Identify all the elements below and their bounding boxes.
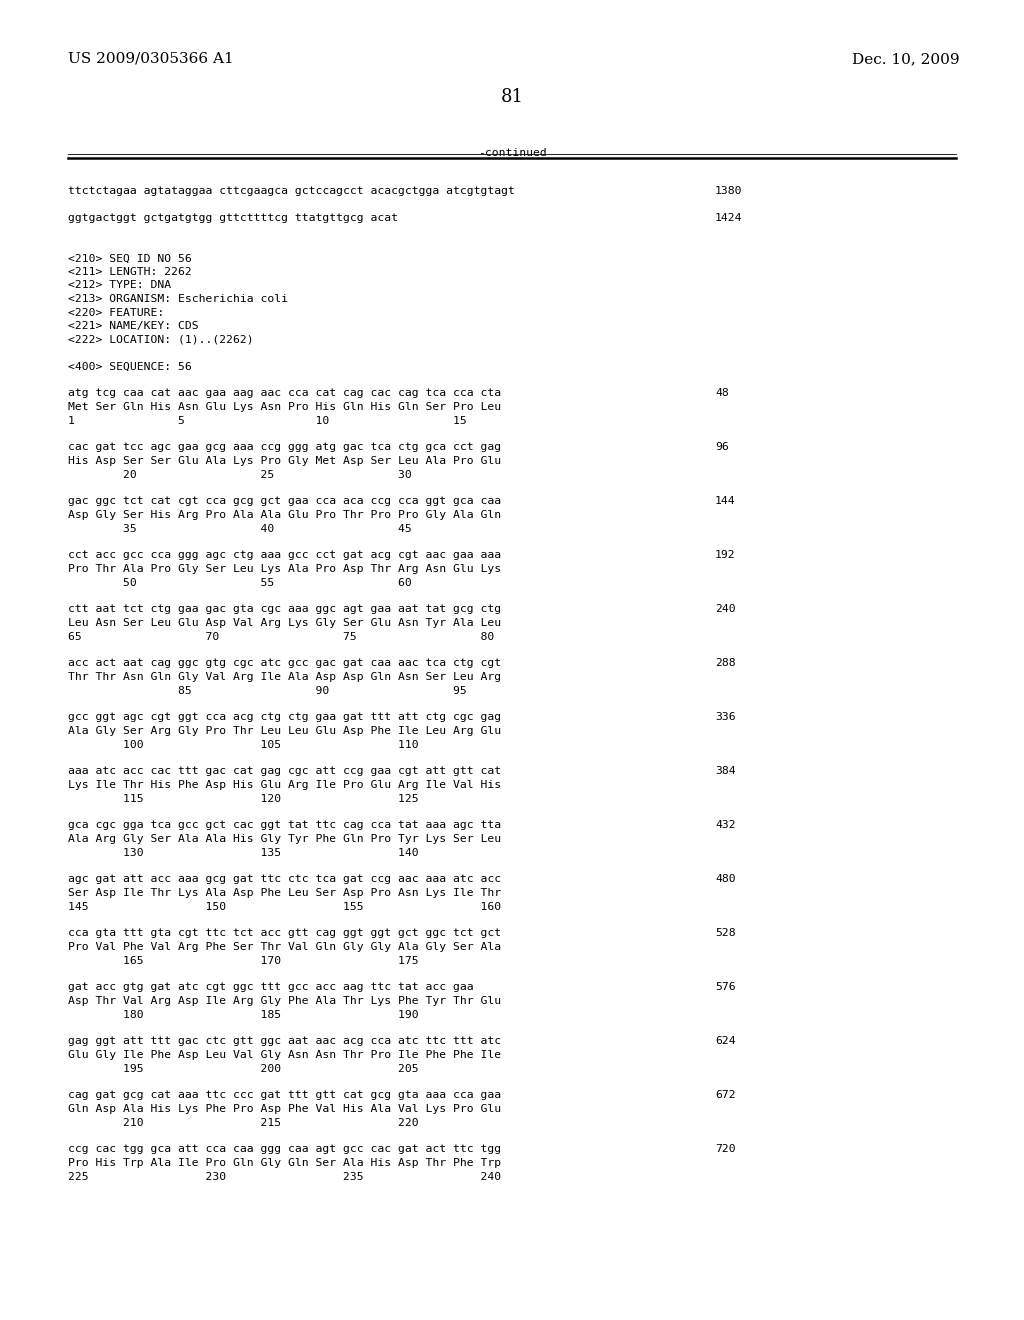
Text: Pro Thr Ala Pro Gly Ser Leu Lys Ala Pro Asp Thr Arg Asn Glu Lys: Pro Thr Ala Pro Gly Ser Leu Lys Ala Pro … — [68, 564, 501, 574]
Text: Lys Ile Thr His Phe Asp His Glu Arg Ile Pro Glu Arg Ile Val His: Lys Ile Thr His Phe Asp His Glu Arg Ile … — [68, 780, 501, 789]
Text: His Asp Ser Ser Glu Ala Lys Pro Gly Met Asp Ser Leu Ala Pro Glu: His Asp Ser Ser Glu Ala Lys Pro Gly Met … — [68, 455, 501, 466]
Text: cag gat gcg cat aaa ttc ccc gat ttt gtt cat gcg gta aaa cca gaa: cag gat gcg cat aaa ttc ccc gat ttt gtt … — [68, 1090, 501, 1101]
Text: 195                 200                 205: 195 200 205 — [68, 1064, 419, 1073]
Text: 210                 215                 220: 210 215 220 — [68, 1118, 419, 1127]
Text: 165                 170                 175: 165 170 175 — [68, 956, 419, 965]
Text: 20                  25                  30: 20 25 30 — [68, 470, 412, 479]
Text: Gln Asp Ala His Lys Phe Pro Asp Phe Val His Ala Val Lys Pro Glu: Gln Asp Ala His Lys Phe Pro Asp Phe Val … — [68, 1104, 501, 1114]
Text: 225                 230                 235                 240: 225 230 235 240 — [68, 1172, 501, 1181]
Text: 1               5                   10                  15: 1 5 10 15 — [68, 416, 467, 425]
Text: 336: 336 — [715, 713, 735, 722]
Text: ttctctagaa agtataggaa cttcgaagca gctccagcct acacgctgga atcgtgtagt: ttctctagaa agtataggaa cttcgaagca gctccag… — [68, 186, 515, 195]
Text: 100                 105                 110: 100 105 110 — [68, 739, 419, 750]
Text: gat acc gtg gat atc cgt ggc ttt gcc acc aag ttc tat acc gaa: gat acc gtg gat atc cgt ggc ttt gcc acc … — [68, 982, 474, 993]
Text: agc gat att acc aaa gcg gat ttc ctc tca gat ccg aac aaa atc acc: agc gat att acc aaa gcg gat ttc ctc tca … — [68, 874, 501, 884]
Text: Thr Thr Asn Gln Gly Val Arg Ile Ala Asp Asp Gln Asn Ser Leu Arg: Thr Thr Asn Gln Gly Val Arg Ile Ala Asp … — [68, 672, 501, 682]
Text: 48: 48 — [715, 388, 729, 399]
Text: Pro Val Phe Val Arg Phe Ser Thr Val Gln Gly Gly Ala Gly Ser Ala: Pro Val Phe Val Arg Phe Ser Thr Val Gln … — [68, 942, 501, 952]
Text: 145                 150                 155                 160: 145 150 155 160 — [68, 902, 501, 912]
Text: Glu Gly Ile Phe Asp Leu Val Gly Asn Asn Thr Pro Ile Phe Phe Ile: Glu Gly Ile Phe Asp Leu Val Gly Asn Asn … — [68, 1049, 501, 1060]
Text: atg tcg caa cat aac gaa aag aac cca cat cag cac cag tca cca cta: atg tcg caa cat aac gaa aag aac cca cat … — [68, 388, 501, 399]
Text: 1424: 1424 — [715, 213, 742, 223]
Text: aaa atc acc cac ttt gac cat gag cgc att ccg gaa cgt att gtt cat: aaa atc acc cac ttt gac cat gag cgc att … — [68, 767, 501, 776]
Text: 85                  90                  95: 85 90 95 — [68, 685, 467, 696]
Text: cct acc gcc cca ggg agc ctg aaa gcc cct gat acg cgt aac gaa aaa: cct acc gcc cca ggg agc ctg aaa gcc cct … — [68, 550, 501, 561]
Text: cca gta ttt gta cgt ttc tct acc gtt cag ggt ggt gct ggc tct gct: cca gta ttt gta cgt ttc tct acc gtt cag … — [68, 928, 501, 939]
Text: 240: 240 — [715, 605, 735, 615]
Text: 115                 120                 125: 115 120 125 — [68, 793, 419, 804]
Text: Leu Asn Ser Leu Glu Asp Val Arg Lys Gly Ser Glu Asn Tyr Ala Leu: Leu Asn Ser Leu Glu Asp Val Arg Lys Gly … — [68, 618, 501, 628]
Text: <220> FEATURE:: <220> FEATURE: — [68, 308, 164, 318]
Text: <210> SEQ ID NO 56: <210> SEQ ID NO 56 — [68, 253, 191, 264]
Text: 528: 528 — [715, 928, 735, 939]
Text: 672: 672 — [715, 1090, 735, 1101]
Text: <211> LENGTH: 2262: <211> LENGTH: 2262 — [68, 267, 191, 277]
Text: 1380: 1380 — [715, 186, 742, 195]
Text: 144: 144 — [715, 496, 735, 507]
Text: Dec. 10, 2009: Dec. 10, 2009 — [852, 51, 961, 66]
Text: Asp Thr Val Arg Asp Ile Arg Gly Phe Ala Thr Lys Phe Tyr Thr Glu: Asp Thr Val Arg Asp Ile Arg Gly Phe Ala … — [68, 997, 501, 1006]
Text: 480: 480 — [715, 874, 735, 884]
Text: 180                 185                 190: 180 185 190 — [68, 1010, 419, 1019]
Text: 192: 192 — [715, 550, 735, 561]
Text: Asp Gly Ser His Arg Pro Ala Ala Glu Pro Thr Pro Pro Gly Ala Gln: Asp Gly Ser His Arg Pro Ala Ala Glu Pro … — [68, 510, 501, 520]
Text: <222> LOCATION: (1)..(2262): <222> LOCATION: (1)..(2262) — [68, 334, 254, 345]
Text: 288: 288 — [715, 659, 735, 668]
Text: Ala Gly Ser Arg Gly Pro Thr Leu Leu Glu Asp Phe Ile Leu Arg Glu: Ala Gly Ser Arg Gly Pro Thr Leu Leu Glu … — [68, 726, 501, 737]
Text: gac ggc tct cat cgt cca gcg gct gaa cca aca ccg cca ggt gca caa: gac ggc tct cat cgt cca gcg gct gaa cca … — [68, 496, 501, 507]
Text: 35                  40                  45: 35 40 45 — [68, 524, 412, 533]
Text: 65                  70                  75                  80: 65 70 75 80 — [68, 631, 495, 642]
Text: -continued: -continued — [477, 148, 547, 158]
Text: <212> TYPE: DNA: <212> TYPE: DNA — [68, 281, 171, 290]
Text: Met Ser Gln His Asn Glu Lys Asn Pro His Gln His Gln Ser Pro Leu: Met Ser Gln His Asn Glu Lys Asn Pro His … — [68, 403, 501, 412]
Text: <221> NAME/KEY: CDS: <221> NAME/KEY: CDS — [68, 321, 199, 331]
Text: US 2009/0305366 A1: US 2009/0305366 A1 — [68, 51, 233, 66]
Text: ccg cac tgg gca att cca caa ggg caa agt gcc cac gat act ttc tgg: ccg cac tgg gca att cca caa ggg caa agt … — [68, 1144, 501, 1155]
Text: 81: 81 — [501, 88, 523, 106]
Text: Ser Asp Ile Thr Lys Ala Asp Phe Leu Ser Asp Pro Asn Lys Ile Thr: Ser Asp Ile Thr Lys Ala Asp Phe Leu Ser … — [68, 888, 501, 898]
Text: Pro His Trp Ala Ile Pro Gln Gly Gln Ser Ala His Asp Thr Phe Trp: Pro His Trp Ala Ile Pro Gln Gly Gln Ser … — [68, 1158, 501, 1168]
Text: Ala Arg Gly Ser Ala Ala His Gly Tyr Phe Gln Pro Tyr Lys Ser Leu: Ala Arg Gly Ser Ala Ala His Gly Tyr Phe … — [68, 834, 501, 843]
Text: 130                 135                 140: 130 135 140 — [68, 847, 419, 858]
Text: gcc ggt agc cgt ggt cca acg ctg ctg gaa gat ttt att ctg cgc gag: gcc ggt agc cgt ggt cca acg ctg ctg gaa … — [68, 713, 501, 722]
Text: 432: 432 — [715, 821, 735, 830]
Text: cac gat tcc agc gaa gcg aaa ccg ggg atg gac tca ctg gca cct gag: cac gat tcc agc gaa gcg aaa ccg ggg atg … — [68, 442, 501, 453]
Text: 576: 576 — [715, 982, 735, 993]
Text: 720: 720 — [715, 1144, 735, 1155]
Text: 50                  55                  60: 50 55 60 — [68, 578, 412, 587]
Text: 624: 624 — [715, 1036, 735, 1047]
Text: acc act aat cag ggc gtg cgc atc gcc gac gat caa aac tca ctg cgt: acc act aat cag ggc gtg cgc atc gcc gac … — [68, 659, 501, 668]
Text: ctt aat tct ctg gaa gac gta cgc aaa ggc agt gaa aat tat gcg ctg: ctt aat tct ctg gaa gac gta cgc aaa ggc … — [68, 605, 501, 615]
Text: 96: 96 — [715, 442, 729, 453]
Text: gag ggt att ttt gac ctc gtt ggc aat aac acg cca atc ttc ttt atc: gag ggt att ttt gac ctc gtt ggc aat aac … — [68, 1036, 501, 1047]
Text: 384: 384 — [715, 767, 735, 776]
Text: <400> SEQUENCE: 56: <400> SEQUENCE: 56 — [68, 362, 191, 371]
Text: gca cgc gga tca gcc gct cac ggt tat ttc cag cca tat aaa agc tta: gca cgc gga tca gcc gct cac ggt tat ttc … — [68, 821, 501, 830]
Text: ggtgactggt gctgatgtgg gttcttttcg ttatgttgcg acat: ggtgactggt gctgatgtgg gttcttttcg ttatgtt… — [68, 213, 398, 223]
Text: <213> ORGANISM: Escherichia coli: <213> ORGANISM: Escherichia coli — [68, 294, 288, 304]
